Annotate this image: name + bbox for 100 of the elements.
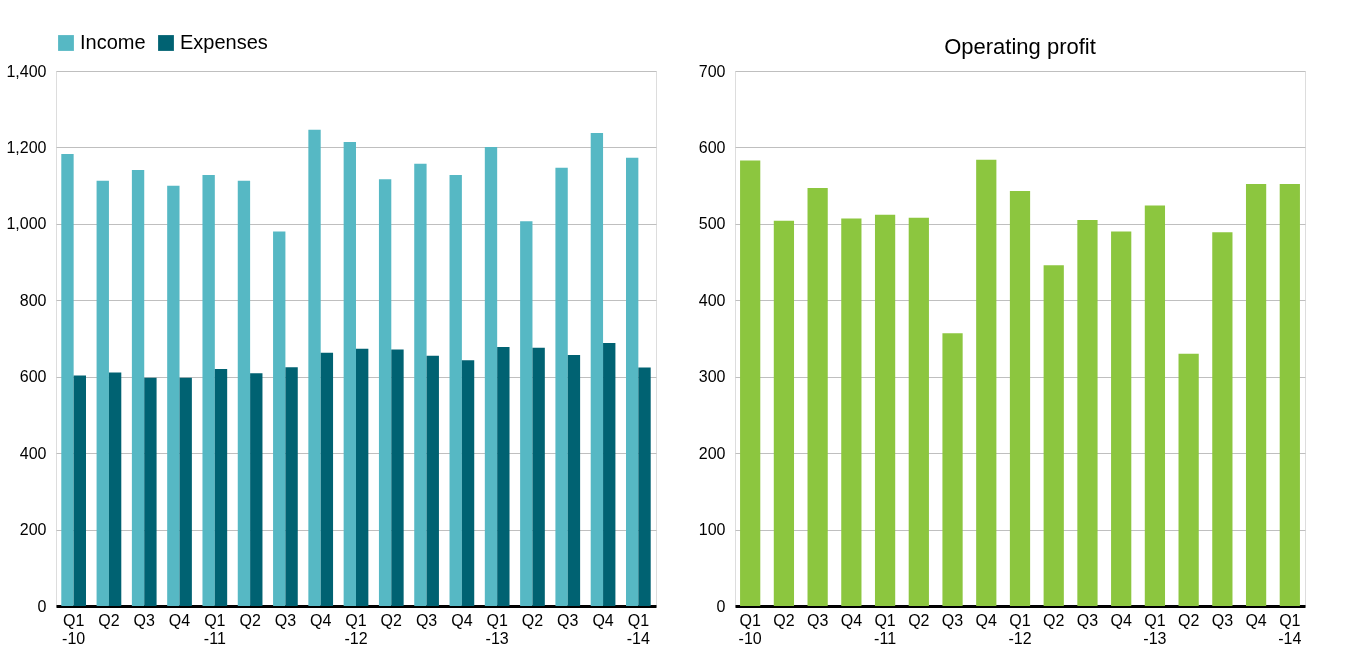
bar [461,360,475,606]
bar [1111,231,1132,606]
x-tick-label: Q2 [773,611,795,629]
x-tick-label: Q3 [133,611,156,629]
bar [1279,184,1300,606]
y-tick-label: 600 [698,138,726,156]
bar [1043,265,1064,606]
y-tick-label: 700 [698,62,726,80]
y-tick-label: 200 [19,521,47,539]
x-tick-label: Q2 [908,611,930,629]
x-tick-label: Q2 [521,611,544,629]
y-tick-label: 1,400 [6,62,47,80]
x-tick-label: Q2 [239,611,261,629]
y-tick-label: 400 [698,291,726,309]
x-tick-label: Q1 -10 [62,611,86,647]
x-tick-label: Q3 [415,611,438,629]
bar [1144,205,1166,606]
y-tick-label: 400 [19,444,47,462]
x-tick-label: Q1 -12 [344,611,368,647]
bar [237,180,251,606]
x-tick-label: Q3 [557,611,579,629]
y-tick-label: 1,200 [6,138,47,156]
x-tick-label: Q2 [1177,611,1200,629]
bar [497,346,510,606]
x-tick-label: Q4 [840,611,863,629]
y-tick-label: 200 [698,444,726,462]
bar [167,185,180,606]
y-tick-label: 800 [19,291,47,309]
x-tick-label: Q3 [806,611,829,629]
bar [144,377,157,606]
x-tick-label: Q1 -13 [485,611,509,647]
bar [202,174,215,606]
bar [1245,184,1267,606]
y-tick-label: 100 [698,521,726,539]
bar [603,343,616,606]
bar [131,169,145,606]
bar [308,129,321,606]
chart-title: Operating profit [944,34,1096,59]
x-tick-label: Q1 -11 [874,611,897,647]
bar [484,147,498,606]
x-tick-label: Q1 -14 [626,611,651,647]
bar [73,375,86,606]
x-tick-label: Q2 [1043,611,1065,629]
bar [273,231,286,606]
bar [449,174,462,606]
x-tick-label: Q3 [274,611,297,629]
x-tick-label: Q2 [380,611,403,629]
x-tick-label: Q4 [168,611,191,629]
bar [740,160,761,606]
bar [285,367,298,606]
bar [773,220,795,606]
bar [520,221,533,606]
bar [1009,190,1031,606]
bar [61,153,74,606]
bar [96,180,109,606]
bar [555,167,568,606]
y-tick-label: 0 [37,597,47,615]
y-tick-label: 500 [698,215,726,233]
bar [356,348,369,606]
bar [908,217,929,606]
x-tick-label: Q4 [1245,611,1267,629]
bar [807,187,828,606]
bar [841,218,862,606]
bar [942,333,963,606]
bar [391,349,404,606]
bar [250,373,263,606]
bar [1077,220,1098,606]
x-tick-label: Q3 [941,611,964,629]
x-tick-label: Q4 [451,611,473,629]
x-tick-label: Q4 [1110,611,1132,629]
x-tick-label: Q1 -11 [203,611,226,647]
bar [638,367,651,606]
bar [414,163,427,606]
bar [1212,232,1233,606]
y-tick-label: 300 [698,368,726,386]
bar [426,355,439,606]
bar [976,159,997,606]
x-tick-label: Q1 -14 [1278,611,1302,647]
bar [874,214,896,606]
x-tick-label: Q4 [310,611,332,629]
bar [343,142,356,606]
x-tick-label: Q3 [1076,611,1099,629]
bar [1178,353,1199,606]
y-tick-label: 600 [19,368,47,386]
x-tick-label: Q1 -10 [738,611,762,647]
x-tick-label: Q2 [98,611,120,629]
y-tick-label: 1,000 [6,215,47,233]
legend-label: Expenses [180,31,268,53]
x-tick-label: Q4 [975,611,998,629]
legend-label: Income [80,31,146,53]
bar [567,354,581,606]
bar [179,377,192,606]
x-tick-label: Q1 -12 [1008,611,1032,647]
bar [108,372,122,606]
x-tick-label: Q3 [1211,611,1234,629]
x-tick-label: Q1 -13 [1143,611,1167,647]
bar [214,369,228,606]
y-tick-label: 0 [716,597,726,615]
bar [320,352,334,606]
bar [378,179,392,606]
